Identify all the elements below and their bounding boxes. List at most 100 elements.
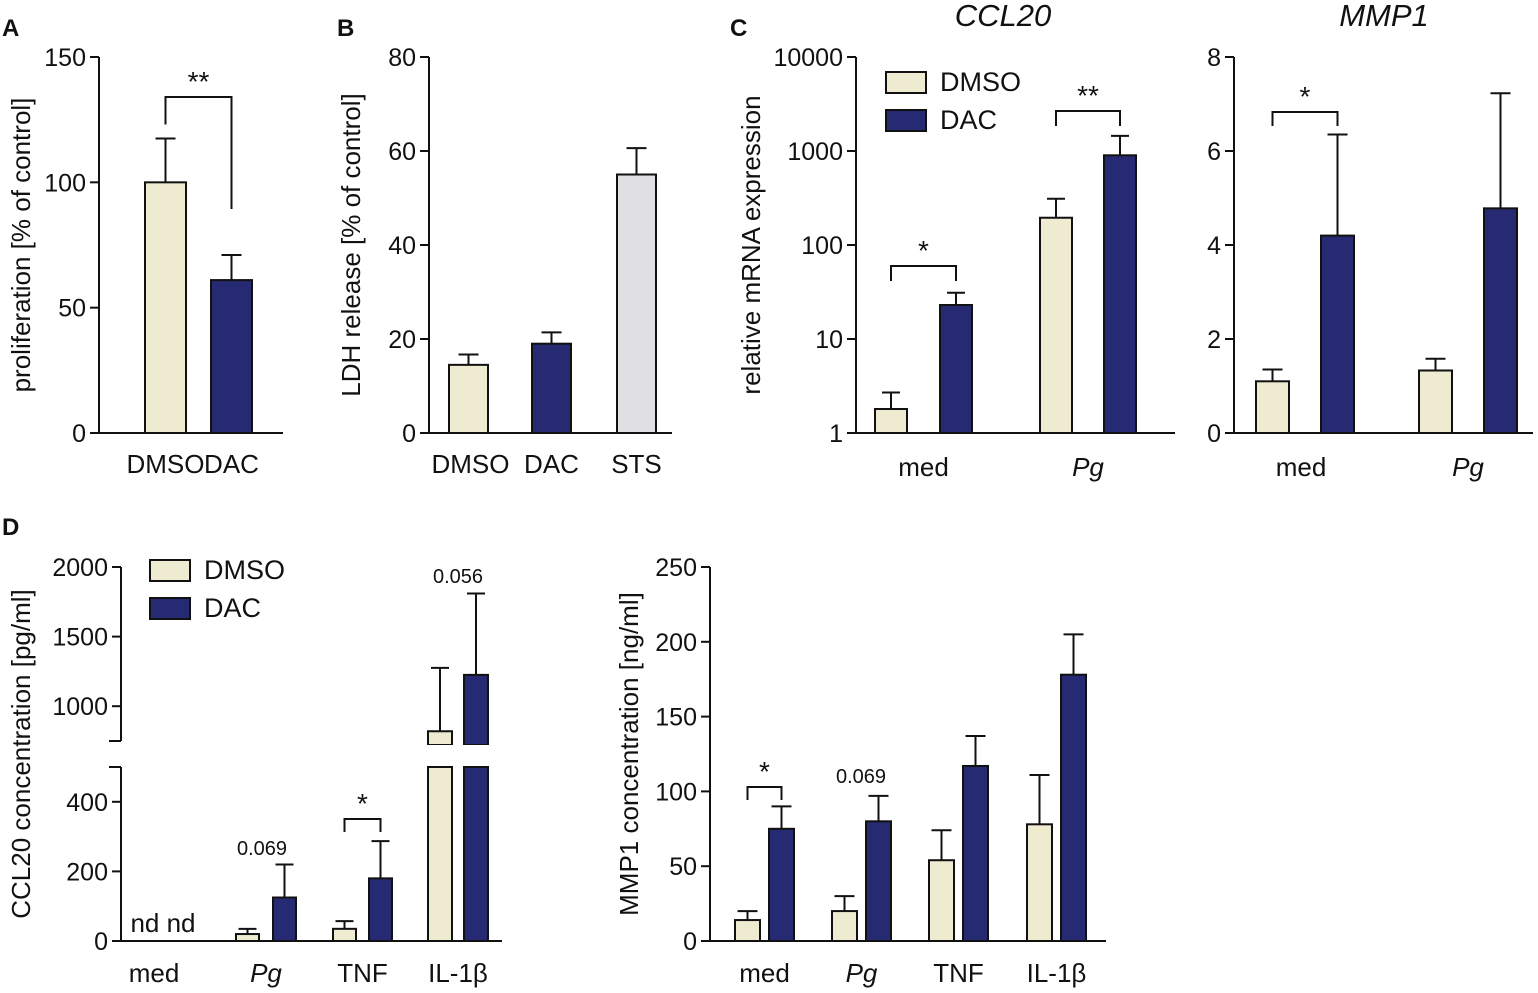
bar xyxy=(939,303,973,434)
y-tick-label: 0 xyxy=(94,928,108,956)
y-tick-label: 4 xyxy=(1207,232,1221,260)
legend-label-dmso: DMSO xyxy=(204,555,285,585)
x-tick-label: IL-1β xyxy=(1027,958,1087,988)
y-tick-label: 1500 xyxy=(52,624,108,652)
bar xyxy=(831,910,858,943)
bar xyxy=(962,764,989,943)
x-tick-label: STS xyxy=(611,449,662,479)
legend-swatch-dac xyxy=(885,109,927,132)
panel-label-d: D xyxy=(2,514,19,541)
bar xyxy=(427,766,453,942)
significance-label: * xyxy=(1300,81,1311,112)
bar xyxy=(734,919,761,943)
y-tick-label: 10000 xyxy=(773,44,843,72)
legend-label-dac: DAC xyxy=(940,105,997,135)
y-tick-label: 6 xyxy=(1207,138,1221,166)
legend-swatch-dmso xyxy=(149,559,191,582)
bar xyxy=(1026,823,1053,943)
x-tick-label: Pg xyxy=(1452,452,1484,482)
y-tick-label: 0 xyxy=(683,928,697,956)
y-tick-label: 80 xyxy=(388,44,416,72)
x-tick-label: TNF xyxy=(933,958,984,988)
x-tick-label: med xyxy=(739,958,790,988)
bar xyxy=(616,173,657,434)
x-tick-label: Pg xyxy=(1072,452,1104,482)
y-axis-title: MMP1 concentration [ng/ml] xyxy=(614,592,644,916)
y-tick-label: 150 xyxy=(655,704,697,732)
axis-break-gap xyxy=(426,745,454,763)
y-tick-label: 10 xyxy=(815,326,843,354)
panel-label-a: A xyxy=(2,15,19,42)
bar xyxy=(1103,154,1137,434)
p-value-annotation: 0.069 xyxy=(237,838,287,860)
significance-label: ** xyxy=(188,66,210,97)
y-tick-label: 0 xyxy=(72,420,86,448)
y-tick-label: 50 xyxy=(669,853,697,881)
y-tick-label: 1000 xyxy=(787,138,843,166)
x-tick-label: med xyxy=(898,452,949,482)
bar xyxy=(210,279,253,434)
y-tick-label: 400 xyxy=(66,789,108,817)
bar xyxy=(874,408,908,435)
significance-bracket xyxy=(343,818,382,832)
x-tick-label: DAC xyxy=(524,449,579,479)
p-value-annotation: 0.056 xyxy=(433,566,483,588)
x-tick-label: DMSO xyxy=(432,449,510,479)
y-tick-label: 20 xyxy=(388,326,416,354)
x-tick-label: TNF xyxy=(337,958,388,988)
legend-swatch-dac xyxy=(149,597,191,620)
legend-label-dac: DAC xyxy=(204,593,261,623)
chart-title: CCL20 xyxy=(955,0,1052,33)
bar xyxy=(368,877,393,942)
bar xyxy=(1418,369,1453,434)
not-detected-label: nd nd xyxy=(130,908,195,938)
y-tick-label: 1 xyxy=(829,420,843,448)
bar xyxy=(1039,216,1073,434)
bar xyxy=(427,730,453,746)
x-tick-label: med xyxy=(129,958,180,988)
axis-break-gap xyxy=(462,745,490,763)
y-tick-label: 150 xyxy=(44,44,86,72)
y-tick-label: 8 xyxy=(1207,44,1221,72)
bar xyxy=(1320,234,1355,434)
bar xyxy=(463,673,489,747)
y-tick-label: 100 xyxy=(801,232,843,260)
significance-label: * xyxy=(759,756,770,787)
bar xyxy=(144,181,187,434)
bar xyxy=(448,363,489,435)
significance-bracket xyxy=(1271,111,1339,126)
x-tick-label: med xyxy=(1276,452,1327,482)
y-tick-label: 100 xyxy=(44,169,86,197)
y-axis-title: LDH release [% of control] xyxy=(336,93,366,396)
y-tick-label: 1000 xyxy=(52,693,108,721)
bar xyxy=(272,896,297,942)
significance-label: * xyxy=(918,235,929,266)
significance-label: * xyxy=(357,788,368,819)
bar xyxy=(1483,207,1518,434)
y-tick-label: 250 xyxy=(655,554,697,582)
significance-label: ** xyxy=(1077,80,1099,111)
bar xyxy=(332,927,357,943)
significance-bracket xyxy=(164,96,233,210)
x-tick-label: DMSO xyxy=(127,449,205,479)
bar xyxy=(1255,380,1290,434)
chart-title: MMP1 xyxy=(1339,0,1429,33)
legend-label-dmso: DMSO xyxy=(940,67,1021,97)
y-tick-label: 50 xyxy=(58,295,86,323)
y-tick-label: 2000 xyxy=(52,554,108,582)
y-tick-label: 200 xyxy=(655,629,697,657)
p-value-annotation: 0.069 xyxy=(836,766,886,788)
bar xyxy=(1060,673,1087,942)
x-tick-label: Pg xyxy=(846,958,878,988)
y-tick-label: 100 xyxy=(655,778,697,806)
x-tick-label: IL-1β xyxy=(428,958,488,988)
bar xyxy=(928,859,955,942)
y-tick-label: 200 xyxy=(66,858,108,886)
bar xyxy=(235,933,260,942)
panel-label-b: B xyxy=(337,15,354,42)
legend-swatch-dmso xyxy=(885,71,927,94)
y-tick-label: 2 xyxy=(1207,326,1221,354)
significance-bracket xyxy=(1055,110,1121,126)
significance-bracket xyxy=(890,265,957,281)
